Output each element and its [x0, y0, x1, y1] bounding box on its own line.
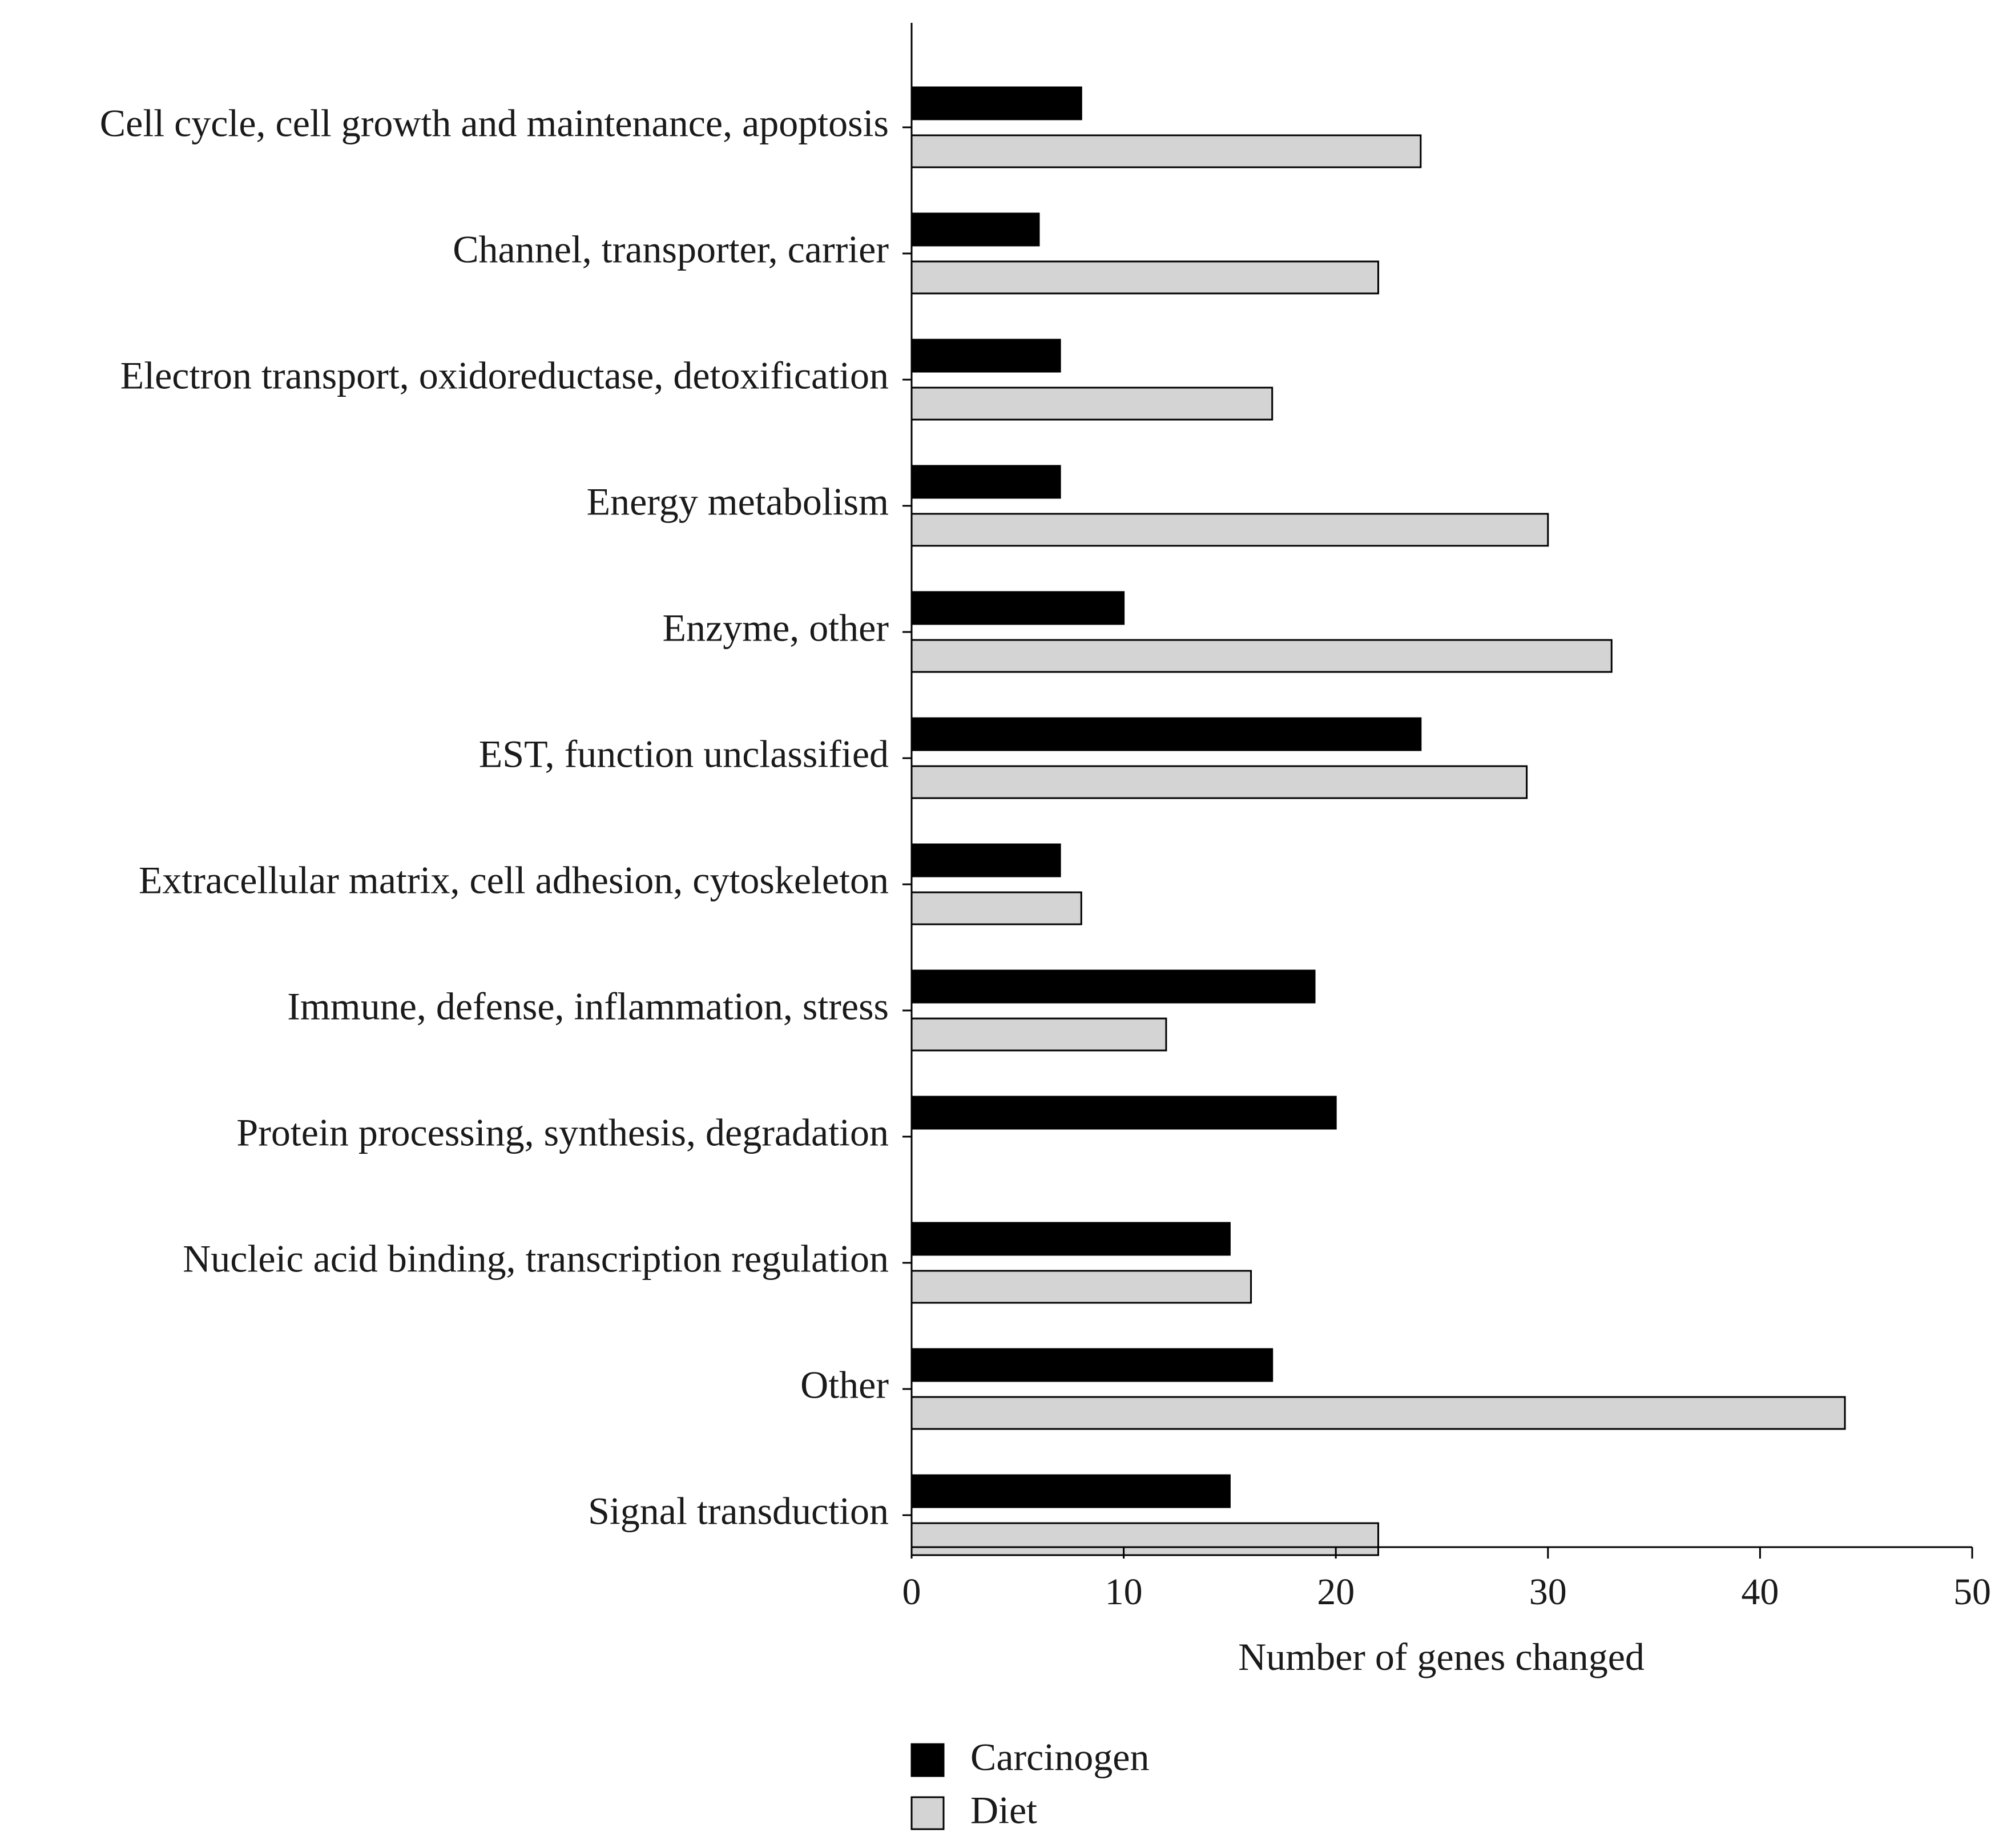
category-label: Energy metabolism: [587, 480, 889, 524]
bar-carcinogen-2: [910, 339, 1061, 373]
bar-diet-3: [910, 513, 1549, 547]
category-labels-layer: Cell cycle, cell growth and maintenance,…: [100, 102, 889, 1533]
bars-layer: [910, 86, 1846, 1556]
bar-diet-2: [910, 386, 1274, 421]
bar-diet-6: [910, 891, 1082, 925]
legend-swatch-diet: [910, 1796, 945, 1830]
bar-carcinogen-9: [910, 1222, 1231, 1256]
bar-carcinogen-1: [910, 212, 1040, 247]
category-label: EST, function unclassified: [479, 732, 889, 776]
category-label: Channel, transporter, carrier: [453, 228, 889, 271]
bar-carcinogen-4: [910, 591, 1125, 625]
x-tick-label: 30: [1529, 1571, 1567, 1613]
bar-diet-11: [910, 1522, 1380, 1556]
legend-label-diet: Diet: [970, 1789, 1037, 1832]
category-label: Cell cycle, cell growth and maintenance,…: [100, 102, 889, 145]
x-tick-label: 10: [1105, 1571, 1143, 1613]
x-axis-title: Number of genes changed: [1238, 1635, 1645, 1678]
category-label: Other: [800, 1363, 889, 1407]
bar-diet-10: [910, 1396, 1846, 1430]
x-tick-label: 20: [1317, 1571, 1355, 1613]
bar-diet-1: [910, 260, 1380, 295]
bar-carcinogen-5: [910, 717, 1422, 751]
bar-carcinogen-11: [910, 1474, 1231, 1508]
category-label: Signal transduction: [588, 1489, 889, 1533]
bar-carcinogen-3: [910, 465, 1061, 499]
legend-label-carcinogen: Carcinogen: [970, 1736, 1149, 1779]
axes-layer: [902, 23, 1972, 1548]
bar-diet-9: [910, 1270, 1252, 1304]
category-label: Protein processing, synthesis, degradati…: [236, 1111, 889, 1154]
category-label: Electron transport, oxidoreductase, deto…: [120, 354, 889, 397]
x-tick-label: 0: [902, 1571, 921, 1613]
bar-diet-0: [910, 134, 1422, 168]
bar-diet-7: [910, 1017, 1167, 1052]
bar-carcinogen-8: [910, 1096, 1337, 1130]
bar-diet-5: [910, 765, 1528, 799]
x-ticks-layer: 0 10 20 30 40 50: [902, 1547, 1991, 1613]
category-label: Enzyme, other: [662, 606, 889, 650]
legend-swatch-carcinogen: [910, 1743, 945, 1777]
legend: Carcinogen Diet: [910, 1736, 1149, 1832]
category-label: Extracellular matrix, cell adhesion, cyt…: [139, 859, 889, 902]
bar-carcinogen-6: [910, 843, 1061, 877]
x-tick-label: 40: [1741, 1571, 1779, 1613]
bar-carcinogen-10: [910, 1348, 1274, 1382]
x-tick-label: 50: [1953, 1571, 1991, 1613]
category-label: Nucleic acid binding, transcription regu…: [183, 1237, 889, 1281]
bar-diet-4: [910, 639, 1613, 673]
bar-carcinogen-7: [910, 969, 1316, 1004]
category-label: Immune, defense, inflammation, stress: [287, 985, 889, 1028]
bar-carcinogen-0: [910, 86, 1082, 120]
